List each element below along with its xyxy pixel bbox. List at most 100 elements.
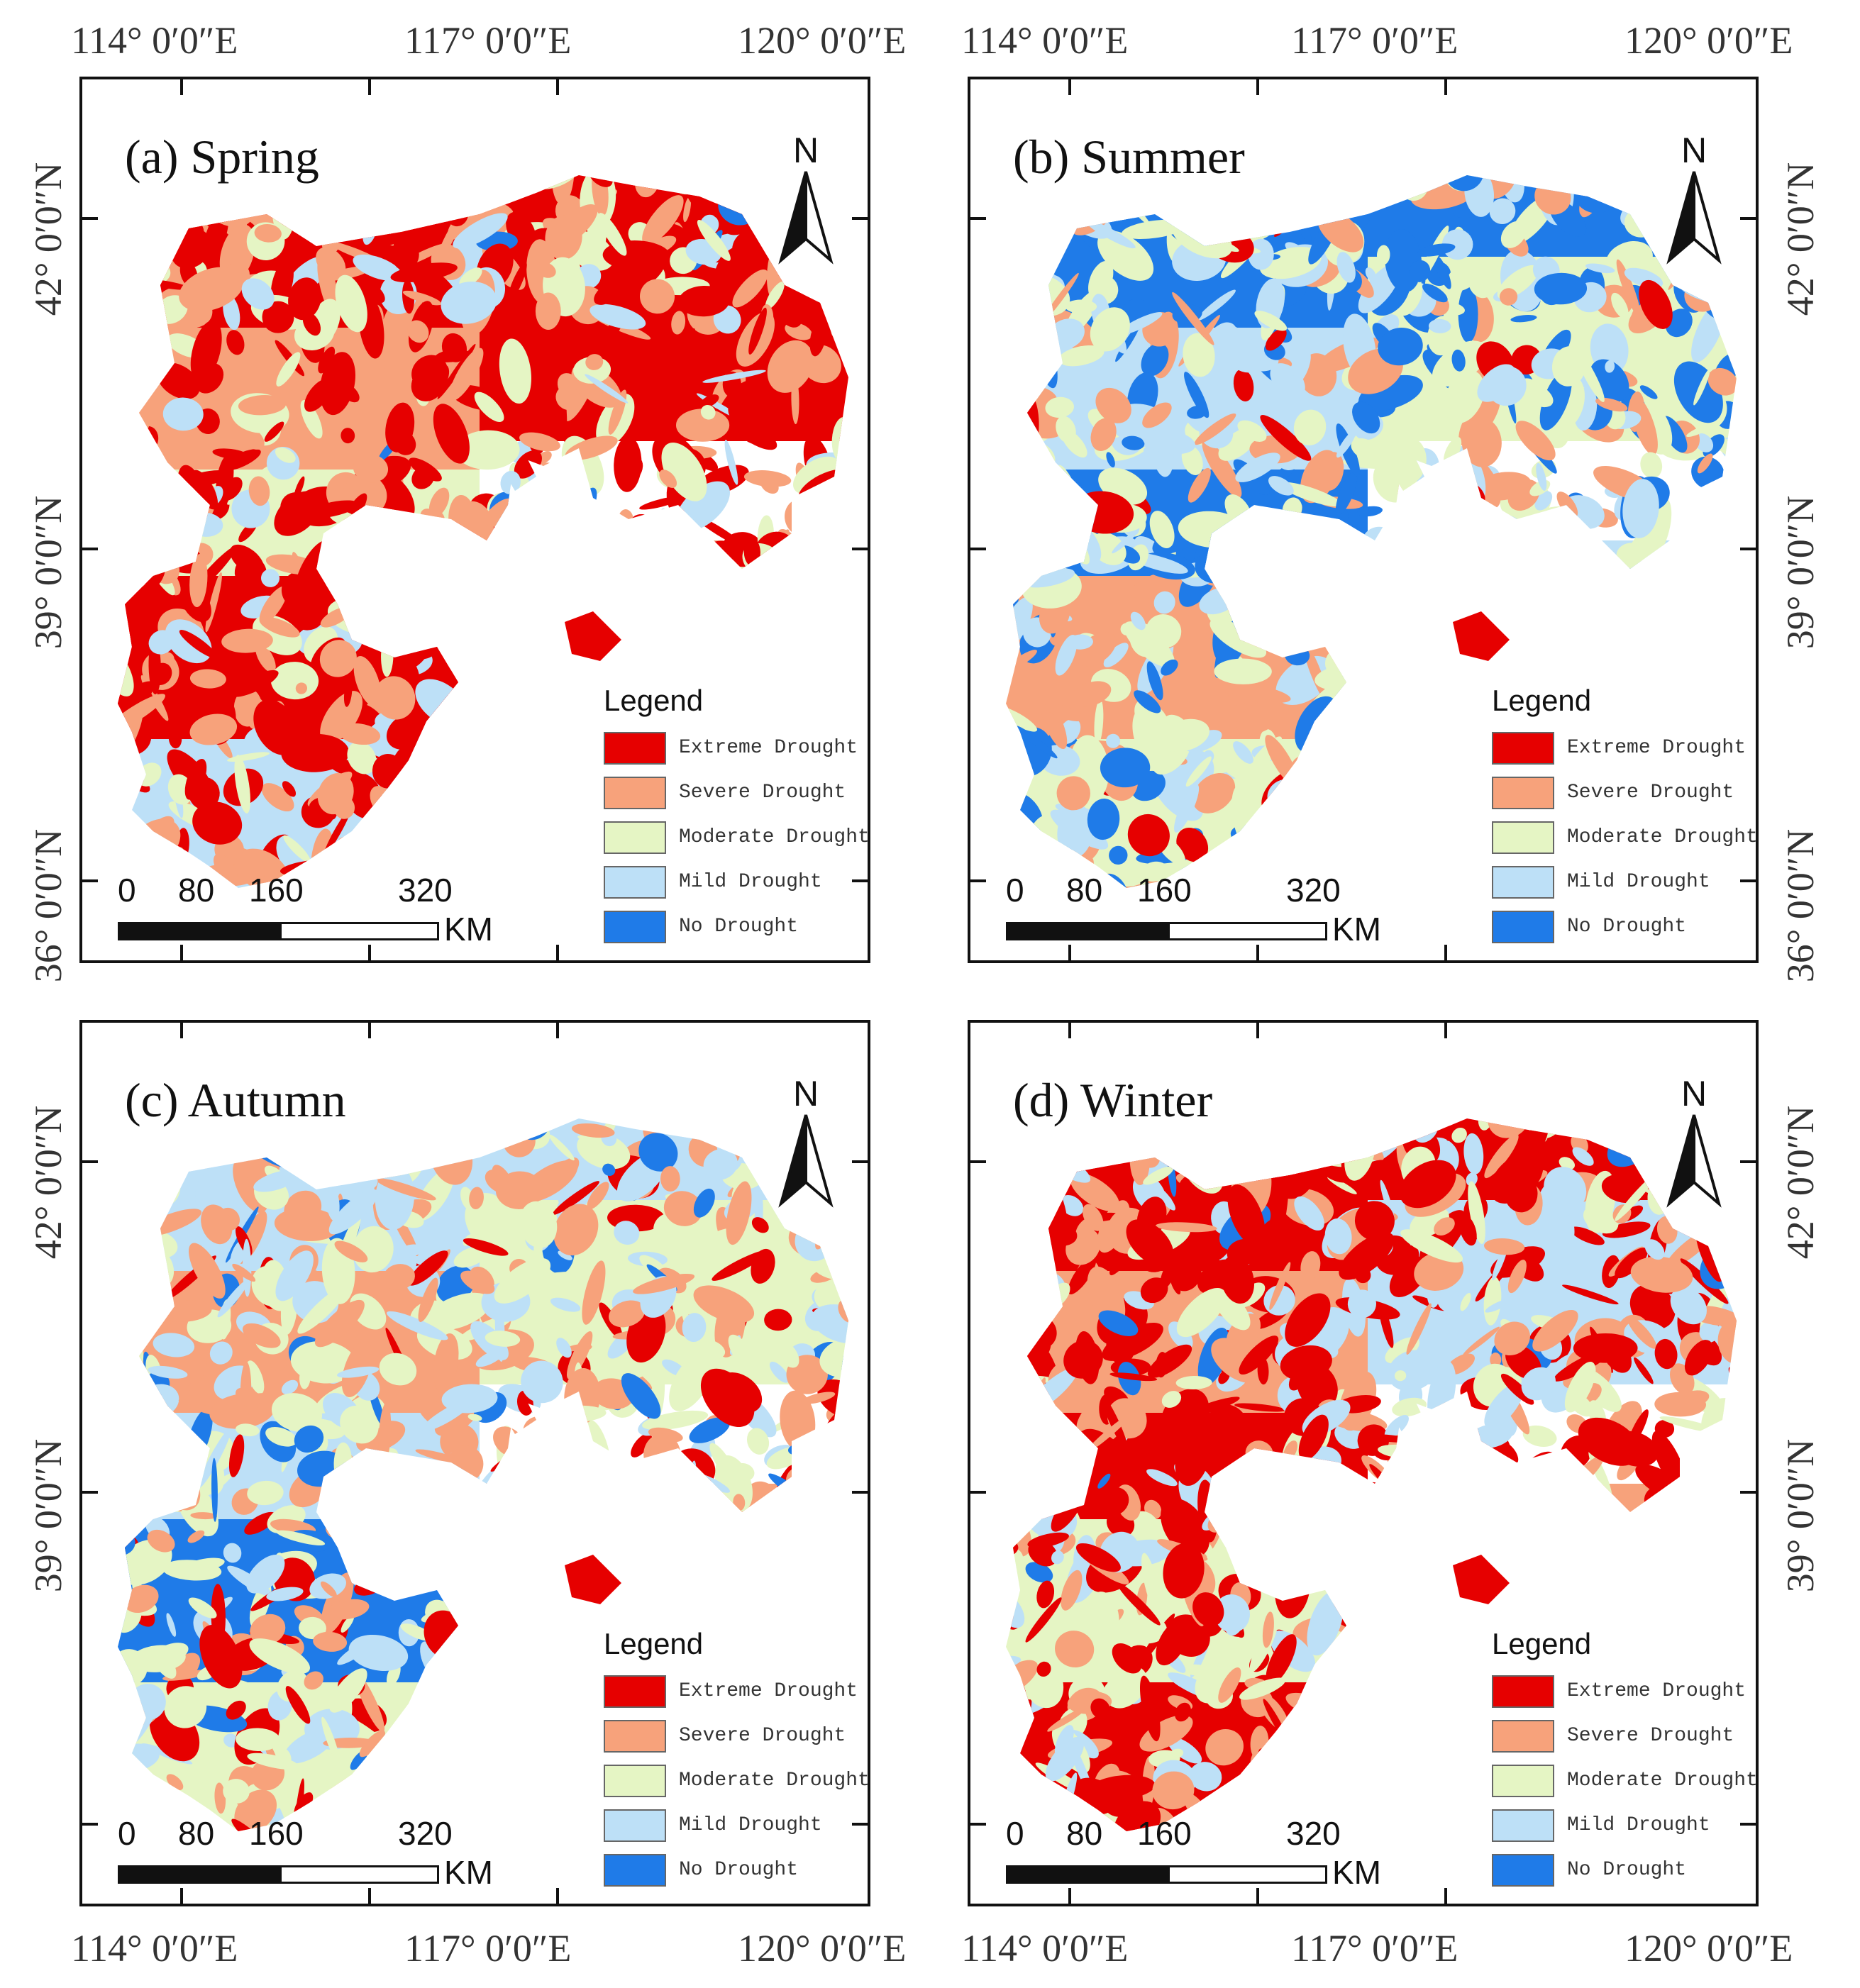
lon-label-top-120-left: 120° 0′0″E: [738, 19, 907, 62]
north-label: N: [792, 1074, 819, 1114]
legend-label: Mild Drought: [1567, 871, 1710, 893]
panel-title: (d) Winter: [1013, 1073, 1213, 1127]
legend-label: Extreme Drought: [1567, 1680, 1746, 1702]
lon-label-top-114-left: 114° 0′0″E: [71, 19, 238, 62]
drought-map: [1006, 175, 1737, 888]
lat-label-left-39-top: 39° 0′0″N: [27, 495, 70, 650]
legend-item: Extreme Drought: [1492, 726, 1756, 770]
scale-label: 160: [249, 1815, 304, 1852]
north-arrow-icon: N: [774, 133, 838, 267]
legend-swatch: [1492, 1675, 1554, 1708]
legend-item: Severe Drought: [1492, 770, 1756, 815]
legend-item: Mild Drought: [604, 860, 868, 904]
scale-label: 160: [1137, 1815, 1192, 1852]
legend-title: Legend: [1492, 1627, 1592, 1660]
lat-label-left-36-top: 36° 0′0″N: [27, 828, 70, 983]
legend-title: Legend: [1492, 684, 1592, 717]
legend-title: Legend: [604, 684, 704, 717]
lon-label-bottom-117-left: 117° 0′0″E: [404, 1927, 572, 1970]
north-arrow-icon: N: [774, 1076, 838, 1211]
legend-item: No Drought: [1492, 1848, 1756, 1892]
legend-swatch: [604, 865, 666, 899]
legend-label: Mild Drought: [679, 871, 822, 893]
legend-item: Severe Drought: [604, 1714, 868, 1758]
lon-label-bottom-114-right: 114° 0′0″E: [961, 1927, 1129, 1970]
lat-label-right-39-bottom: 39° 0′0″N: [1779, 1438, 1822, 1593]
legend-item: Extreme Drought: [604, 726, 868, 770]
legend-label: Mild Drought: [679, 1814, 822, 1836]
scale-label: 160: [249, 872, 304, 909]
legend-swatch: [1492, 731, 1554, 765]
scale-label: 80: [1066, 1815, 1103, 1852]
legend: Legend Extreme Drought Severe Drought Moder…: [1492, 684, 1756, 949]
legend-swatch: [604, 1764, 666, 1797]
scale-segment-filled: [1006, 1865, 1169, 1884]
legend-label: Mild Drought: [1567, 1814, 1710, 1836]
lat-label-right-39-top: 39° 0′0″N: [1779, 495, 1822, 650]
legend-item: Mild Drought: [604, 1803, 868, 1848]
legend-item: Extreme Drought: [604, 1669, 868, 1714]
panel-autumn: (c) Autumn N Legend Extreme Drought Severe D…: [79, 1020, 870, 1906]
lat-label-right-42-bottom: 42° 0′0″N: [1779, 1105, 1822, 1260]
panel-title: (a) Spring: [125, 130, 319, 184]
drought-map: [118, 1118, 848, 1831]
legend-label: No Drought: [679, 916, 799, 938]
lat-label-left-39-bottom: 39° 0′0″N: [27, 1438, 70, 1593]
drought-map: [118, 175, 848, 888]
legend-swatch: [604, 910, 666, 943]
panel-summer: (b) Summer N Legend Extreme Drought Severe D…: [968, 77, 1759, 963]
legend: Legend Extreme Drought Severe Drought Moder…: [1492, 1627, 1758, 1892]
legend-item: Mild Drought: [1492, 860, 1756, 904]
lon-label-bottom-120-right: 120° 0′0″E: [1624, 1927, 1793, 1970]
legend-swatch: [604, 731, 666, 765]
scale-label: 320: [398, 1815, 453, 1852]
legend-item: Severe Drought: [604, 770, 868, 815]
legend-label: Moderate Drought: [1567, 1770, 1758, 1792]
scale-label: 320: [1286, 1815, 1341, 1852]
scale-bar: 0 80 160 320 KM: [1006, 874, 1381, 952]
scale-label: 80: [178, 872, 215, 909]
lat-label-right-42-top: 42° 0′0″N: [1779, 162, 1822, 316]
legend-swatch: [1492, 1764, 1554, 1797]
legend-label: Extreme Drought: [679, 737, 858, 759]
north-arrow-icon: N: [1662, 133, 1726, 267]
legend-label: No Drought: [679, 1859, 799, 1881]
legend-item: Mild Drought: [1492, 1803, 1756, 1848]
scale-label: 320: [1286, 872, 1341, 909]
scale-unit: KM: [444, 1854, 493, 1891]
scale-segment-filled: [1006, 922, 1169, 940]
lon-label-top-114-right: 114° 0′0″E: [961, 19, 1129, 62]
scale-bar: 0 80 160 320 KM: [1006, 1815, 1381, 1895]
legend: Legend Extreme Drought Severe Drought Moder…: [604, 1629, 868, 1892]
scale-label: 320: [398, 872, 453, 909]
scale-label: 0: [118, 872, 136, 909]
legend: Legend Extreme Drought Severe Drought Moder…: [604, 684, 870, 949]
scale-unit: KM: [1332, 1854, 1381, 1891]
panel-title: (c) Autumn: [125, 1073, 346, 1127]
scale-segment-empty: [1168, 1865, 1327, 1884]
north-arrow-icon: N: [1662, 1076, 1726, 1211]
legend-item: Moderate Drought: [1492, 815, 1756, 860]
lat-label-right-36-top: 36° 0′0″N: [1779, 828, 1822, 983]
panel-title: (b) Summer: [1013, 130, 1245, 184]
legend-label: No Drought: [1567, 916, 1687, 938]
scale-label: 80: [178, 1815, 215, 1852]
scale-unit: KM: [1332, 911, 1381, 948]
legend-label: Severe Drought: [1567, 1725, 1734, 1747]
scale-segment-filled: [118, 922, 281, 940]
legend-swatch: [1492, 1719, 1554, 1753]
lon-label-bottom-120-left: 120° 0′0″E: [738, 1927, 907, 1970]
drought-map: [1006, 1118, 1737, 1831]
scale-unit: KM: [444, 911, 493, 948]
lon-label-bottom-117-right: 117° 0′0″E: [1291, 1927, 1458, 1970]
legend-label: No Drought: [1567, 1859, 1687, 1881]
legend-swatch: [604, 1809, 666, 1842]
north-label: N: [1681, 1074, 1707, 1114]
legend-label: Moderate Drought: [679, 826, 870, 848]
scale-segment-empty: [279, 1865, 439, 1884]
legend-label: Severe Drought: [679, 1725, 846, 1747]
legend-swatch: [604, 821, 666, 854]
legend-swatch: [1492, 1809, 1554, 1842]
legend-label: Severe Drought: [679, 782, 846, 804]
lat-label-left-42-top: 42° 0′0″N: [27, 162, 70, 316]
